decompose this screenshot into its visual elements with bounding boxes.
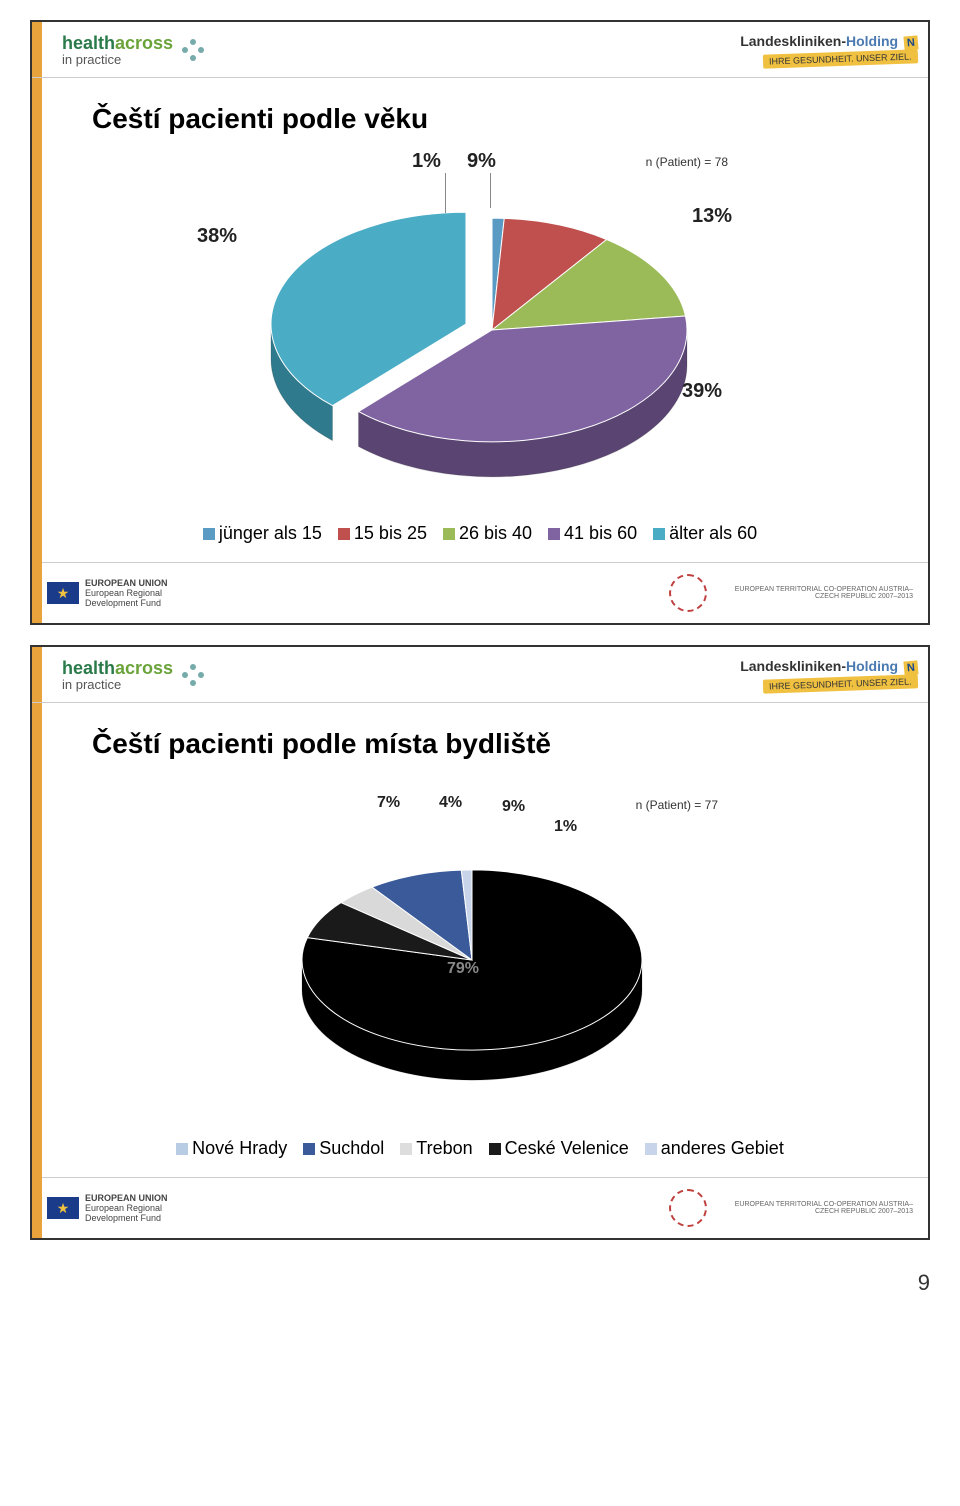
slide-title: Čeští pacienti podle věku [92,103,928,135]
lkh-slogan: IHRE GESUNDHEIT. UNSER ZIEL. [763,674,918,693]
coop-logo: EUROPEAN TERRITORIAL CO-OPERATION AUSTRI… [669,574,913,612]
pie-svg [32,770,932,1130]
eu-logo: ★ EUROPEAN UNION European Regional Devel… [47,578,168,608]
legend-item: Trebon [400,1138,472,1158]
coop-icon [669,1189,707,1227]
eu-flag-icon: ★ [47,582,79,604]
legend-item: älter als 60 [653,523,757,543]
lkh-slogan: IHRE GESUNDHEIT. UNSER ZIEL. [763,49,918,68]
header-bar: healthacross in practice Landeskliniken-… [32,647,928,703]
page-number: 9 [0,1260,960,1316]
legend-label: Ceské Velenice [505,1138,629,1158]
coop-text: EUROPEAN TERRITORIAL CO-OPERATION AUSTRI… [713,586,913,600]
legend-swatch-icon [645,1143,657,1155]
legend-swatch-icon [338,528,350,540]
slide-age: healthacross in practice Landeskliniken-… [30,20,930,625]
pct-label: 9% [467,150,496,173]
n-badge-icon: N [903,35,918,50]
leader-line [490,173,491,208]
legend-label: anderes Gebiet [661,1138,784,1158]
eu-line: Development Fund [85,598,168,608]
legend-item: 41 bis 60 [548,523,637,543]
legend-item: Ceské Velenice [489,1138,629,1158]
legend-swatch-icon [653,528,665,540]
legend-label: 15 bis 25 [354,523,427,543]
legend-label: Suchdol [319,1138,384,1158]
eu-flag-icon: ★ [47,1197,79,1219]
healthacross-logo: healthacross in practice [62,658,207,692]
slide-title: Čeští pacienti podle místa bydliště [92,728,928,760]
logo-text: health [62,658,115,678]
pct-label: 1% [554,818,577,836]
healthacross-logo: healthacross in practice [62,33,207,67]
pie-chart-residence: n (Patient) = 77 7% 4% 9% 1% 79% [32,770,928,1130]
lkh-logo: Landeskliniken-Holding N IHRE GESUNDHEIT… [740,658,918,691]
slide-residence: healthacross in practice Landeskliniken-… [30,645,930,1240]
legend: jünger als 15 15 bis 25 26 bis 40 41 bis 60… [32,515,928,562]
lkh-text: Landeskliniken-Holding N [740,33,918,50]
n-label: n (Patient) = 77 [636,798,718,812]
lkh-logo: Landeskliniken-Holding N IHRE GESUNDHEIT… [740,33,918,66]
eu-line: European Regional [85,588,168,598]
leader-line [445,173,446,213]
eu-line: Development Fund [85,1213,168,1223]
pct-label: 13% [692,205,732,228]
logo-sub: in practice [62,52,173,67]
eu-line: EUROPEAN UNION [85,578,168,588]
eu-logo: ★ EUROPEAN UNION European Regional Devel… [47,1193,168,1223]
coop-text: EUROPEAN TERRITORIAL CO-OPERATION AUSTRI… [713,1201,913,1215]
legend-swatch-icon [176,1143,188,1155]
legend-item: Nové Hrady [176,1138,287,1158]
legend: Nové Hrady Suchdol Trebon Ceské Velenice and… [32,1130,928,1177]
pct-label: 38% [197,225,237,248]
eu-line: European Regional [85,1203,168,1213]
footer-bar: ★ EUROPEAN UNION European Regional Devel… [32,1177,928,1238]
legend-swatch-icon [489,1143,501,1155]
legend-item: jünger als 15 [203,523,322,543]
pct-label: 79% [447,960,479,978]
legend-swatch-icon [203,528,215,540]
legend-swatch-icon [548,528,560,540]
lkh-text: Landeskliniken-Holding N [740,658,918,675]
pie-chart-age: n (Patient) = 78 1% 9% 13% 39% 38% [32,145,928,515]
legend-item: Suchdol [303,1138,384,1158]
logo-text: across [115,33,173,53]
pct-label: 9% [502,798,525,816]
legend-item: 15 bis 25 [338,523,427,543]
pct-label: 7% [377,794,400,812]
coop-icon [669,574,707,612]
logo-text: across [115,658,173,678]
pct-label: 1% [412,150,441,173]
legend-label: 26 bis 40 [459,523,532,543]
legend-item: 26 bis 40 [443,523,532,543]
footer-bar: ★ EUROPEAN UNION European Regional Devel… [32,562,928,623]
legend-swatch-icon [443,528,455,540]
legend-label: älter als 60 [669,523,757,543]
legend-label: jünger als 15 [219,523,322,543]
legend-label: Trebon [416,1138,472,1158]
logo-text: health [62,33,115,53]
legend-item: anderes Gebiet [645,1138,784,1158]
pct-label: 39% [682,380,722,403]
logo-sub: in practice [62,677,173,692]
pie-svg [32,145,932,515]
n-label: n (Patient) = 78 [646,155,728,169]
legend-label: 41 bis 60 [564,523,637,543]
logo-icon [179,661,207,689]
header-bar: healthacross in practice Landeskliniken-… [32,22,928,78]
legend-swatch-icon [400,1143,412,1155]
n-badge-icon: N [903,660,918,675]
pct-label: 4% [439,794,462,812]
legend-label: Nové Hrady [192,1138,287,1158]
legend-swatch-icon [303,1143,315,1155]
coop-logo: EUROPEAN TERRITORIAL CO-OPERATION AUSTRI… [669,1189,913,1227]
logo-icon [179,36,207,64]
eu-line: EUROPEAN UNION [85,1193,168,1203]
